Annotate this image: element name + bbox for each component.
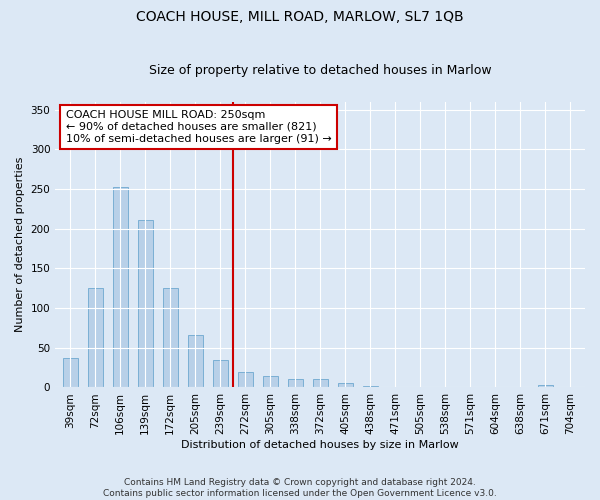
Text: COACH HOUSE, MILL ROAD, MARLOW, SL7 1QB: COACH HOUSE, MILL ROAD, MARLOW, SL7 1QB — [136, 10, 464, 24]
Text: Contains HM Land Registry data © Crown copyright and database right 2024.
Contai: Contains HM Land Registry data © Crown c… — [103, 478, 497, 498]
Bar — [113, 186, 128, 388]
Bar — [263, 376, 278, 388]
Y-axis label: Number of detached properties: Number of detached properties — [15, 157, 25, 332]
Bar — [88, 288, 103, 388]
X-axis label: Distribution of detached houses by size in Marlow: Distribution of detached houses by size … — [181, 440, 459, 450]
Bar — [313, 378, 328, 388]
Bar — [62, 358, 77, 388]
Bar — [538, 385, 553, 388]
Bar — [287, 378, 302, 388]
Text: COACH HOUSE MILL ROAD: 250sqm
← 90% of detached houses are smaller (821)
10% of : COACH HOUSE MILL ROAD: 250sqm ← 90% of d… — [66, 110, 332, 144]
Bar — [188, 335, 203, 388]
Bar — [238, 372, 253, 388]
Bar — [388, 386, 403, 388]
Bar — [212, 360, 227, 388]
Bar — [338, 384, 353, 388]
Bar — [163, 288, 178, 388]
Bar — [137, 220, 152, 388]
Bar — [362, 386, 377, 388]
Title: Size of property relative to detached houses in Marlow: Size of property relative to detached ho… — [149, 64, 491, 77]
